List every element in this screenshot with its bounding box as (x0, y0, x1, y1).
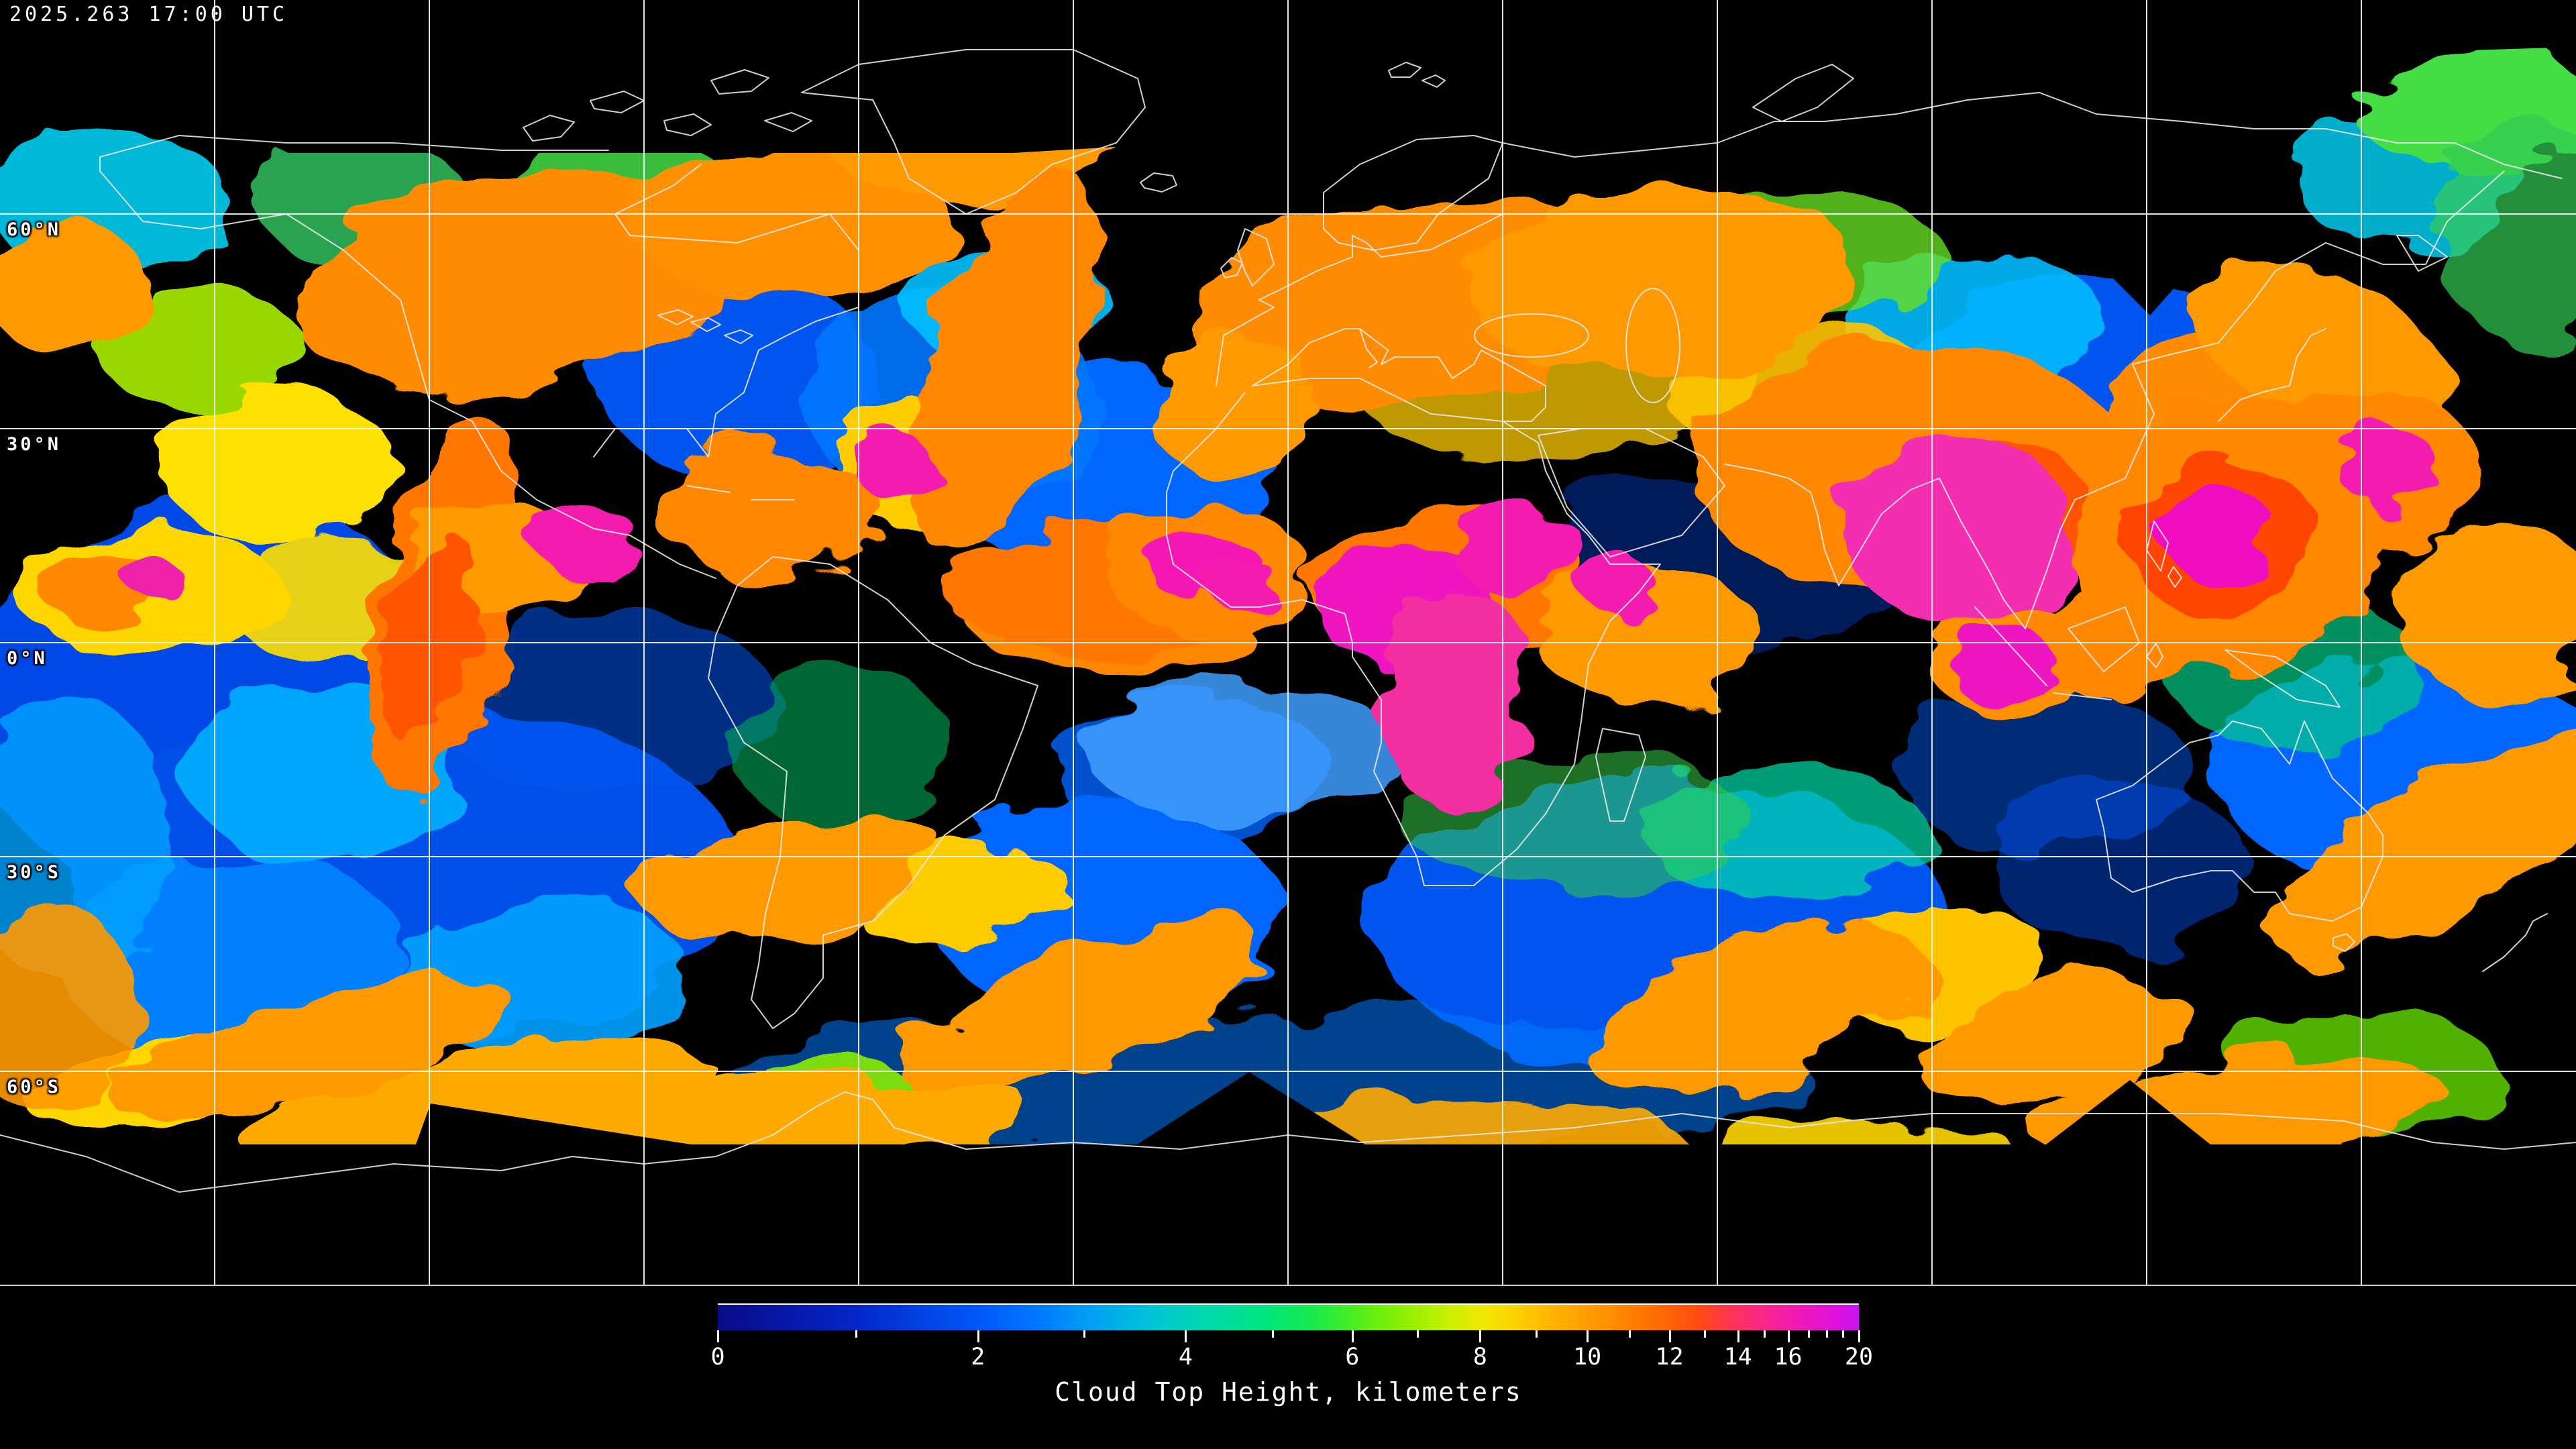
cloud-blob (2435, 127, 2576, 342)
cloud-blob (1469, 186, 1858, 377)
cloud-blob (1381, 591, 1531, 804)
colorbar-major-tick (1858, 1330, 1860, 1342)
coastline-caribbean (686, 485, 795, 500)
coastline-africa (1166, 392, 1661, 886)
colorbar-major-tick (1351, 1330, 1354, 1342)
cloud-blob (2164, 485, 2274, 582)
cloud-blob (1587, 562, 1660, 619)
cloud-blob (1845, 436, 2073, 624)
colorbar-minor-tick (1842, 1330, 1845, 1338)
colorbar-major-tick (1479, 1330, 1482, 1342)
cloud-blob (533, 500, 634, 574)
colorbar-tick-label: 12 (1655, 1344, 1684, 1371)
coastline-europe (1216, 213, 1546, 422)
colorbar-tick-label: 6 (1345, 1344, 1360, 1371)
cloud-blob (2269, 729, 2576, 955)
cloud-blob (168, 389, 396, 550)
cloud-blob (2190, 259, 2453, 439)
graticule-latitude-line (0, 1070, 2576, 1072)
colorbar-major-tick (717, 1330, 719, 1342)
cloud-blob (651, 449, 879, 570)
coastline-iceland (1140, 172, 1177, 193)
colorbar-major-tick (1737, 1330, 1739, 1342)
latitude-label: 30°S (7, 862, 62, 883)
colorbar-tick-label: 16 (1774, 1344, 1803, 1371)
coastline-east-asia (1724, 170, 2505, 629)
colorbar-minor-tick (1763, 1330, 1766, 1338)
colorbar-title: Cloud Top Height, kilometers (1055, 1377, 1522, 1407)
colorbar-tick-label: 14 (1723, 1344, 1752, 1371)
map-area: 60°N 30°N 0°N 30°S 60°S 2025.263 17:00 UTC (0, 0, 2576, 1286)
cloud-blob (44, 553, 158, 627)
coastline-antarctica (0, 1091, 2576, 1193)
cloud-blob (1953, 631, 2061, 711)
cloud-blob (1456, 503, 1583, 597)
coastline-russia-arctic (1388, 62, 2563, 179)
cloud-blob (1087, 678, 1395, 825)
cloud-blob (101, 285, 302, 413)
colorbar-minor-tick (1826, 1330, 1829, 1338)
cloud-blob (731, 661, 946, 828)
cloud-blob (290, 171, 730, 392)
colorbar-minor-tick (1535, 1330, 1538, 1338)
coastline-great-lakes (657, 309, 753, 344)
colorbar: 0 2 4 6 8 10 12 14 16 20 Cloud Top Height, kilome… (710, 1303, 1873, 1411)
cloud-blob (910, 169, 1103, 555)
colorbar-minor-tick (1271, 1330, 1274, 1338)
cloud-blob (0, 899, 134, 1114)
colorbar-tick-label: 4 (1178, 1344, 1193, 1371)
cloud-blob (853, 433, 931, 497)
graticule-latitude-line (0, 641, 2576, 643)
cloud-blob (2341, 427, 2438, 510)
latitude-label: 60°S (7, 1076, 62, 1097)
graticule-latitude-line (0, 856, 2576, 858)
cloud-blob (129, 562, 186, 602)
cloud-blob (1590, 926, 1925, 1099)
cloud-blob (106, 976, 511, 1117)
cloud-blob (0, 221, 148, 356)
graticule-latitude-line (0, 213, 2576, 215)
colorbar-major-tick (1587, 1330, 1589, 1342)
latitude-label: 30°N (7, 433, 62, 455)
colorbar-tick-label: 20 (1844, 1344, 1874, 1371)
colorbar-gradient (718, 1303, 1859, 1330)
coastline-japan (2218, 328, 2326, 422)
colorbar-minor-tick (1704, 1330, 1707, 1338)
cloud-blob (2388, 523, 2576, 691)
coastline-scandinavia (1323, 135, 1503, 251)
latitude-label: 60°N (7, 219, 62, 241)
cloud-blob (429, 610, 778, 798)
colorbar-major-tick (1668, 1330, 1671, 1342)
graticule-latitude-line (0, 427, 2576, 429)
colorbar-minor-tick (855, 1330, 857, 1338)
colorbar-tick-label: 2 (971, 1344, 985, 1371)
colorbar-minor-tick (1629, 1330, 1631, 1338)
coastline-madagascar (1595, 728, 1646, 822)
colorbar-tick-label: 8 (1472, 1344, 1487, 1371)
timestamp: 2025.263 17:00 UTC (9, 3, 288, 26)
coastline-greenland (801, 49, 1146, 215)
colorbar-tick-label: 10 (1573, 1344, 1602, 1371)
colorbar-minor-tick (1083, 1330, 1086, 1338)
cloud-blob (639, 810, 944, 934)
coastline-new-zealand (2482, 913, 2548, 972)
coastline-british-isles (1220, 228, 1275, 286)
map-bottom-border (0, 1285, 2576, 1286)
colorbar-minor-tick (1808, 1330, 1811, 1338)
coastline-black-sea (1474, 313, 1589, 358)
coastline-arctic-archipelago (523, 69, 812, 142)
cloud-blob (1898, 691, 2194, 852)
coastline-caspian-sea (1625, 288, 1680, 403)
colorbar-minor-tick (1416, 1330, 1419, 1338)
colorbar-major-tick (1787, 1330, 1790, 1342)
colorbar-major-tick (977, 1330, 979, 1342)
cloud-blob (1204, 557, 1278, 610)
cloud-blob (898, 919, 1262, 1100)
latitude-label: 0°N (7, 647, 48, 669)
colorbar-major-tick (1185, 1330, 1187, 1342)
colorbar-tick-label: 0 (710, 1344, 725, 1371)
